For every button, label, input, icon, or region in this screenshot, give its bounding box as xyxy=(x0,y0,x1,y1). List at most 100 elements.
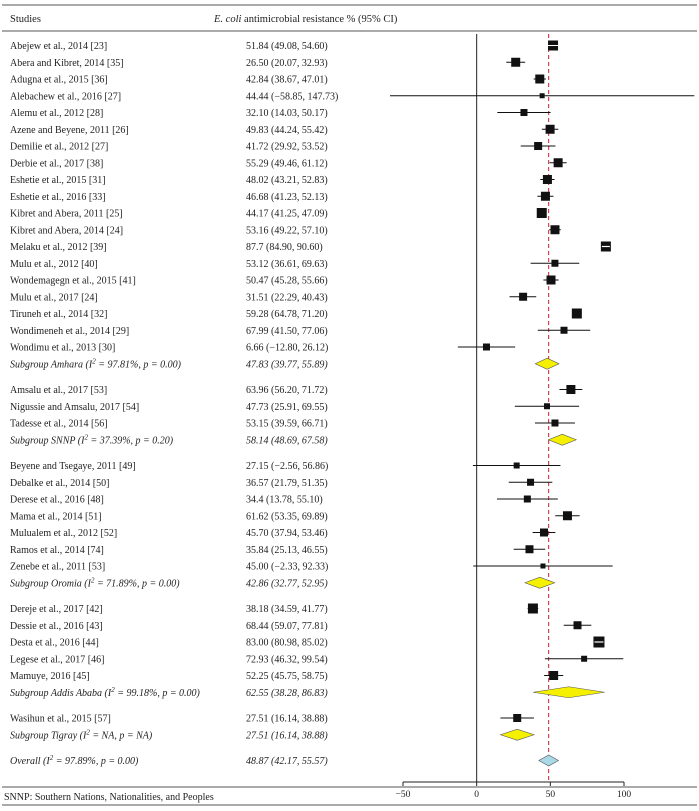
ci-value: 6.66 (−12.80, 26.12) xyxy=(246,343,328,354)
study-label: Mamuye, 2016 [45] xyxy=(10,671,90,682)
study-label: Wondimu et al., 2013 [30] xyxy=(10,343,115,354)
ci-value: 31.51 (22.29, 40.43) xyxy=(246,292,328,303)
study-label: Beyene and Tsegaye, 2011 [49] xyxy=(10,461,136,472)
subgroup-diamond xyxy=(533,686,605,699)
ci-value: 72.93 (46.32, 99.54) xyxy=(246,654,328,665)
study-label: Mama et al., 2014 [51] xyxy=(10,511,102,522)
i2-superscript: 2 xyxy=(86,728,90,736)
study-row: Abera and Kibret, 2014 [35] 26.50 (20.07,… xyxy=(10,57,526,69)
ci-value: 61.62 (53.35, 69.89) xyxy=(246,511,328,522)
ci-value: 52.25 (45.75, 58.75) xyxy=(246,671,328,682)
study-label: Kibret and Abera, 2011 [25] xyxy=(10,209,123,220)
ci-value: 50.47 (45.28, 55.66) xyxy=(246,276,328,287)
point-estimate-square xyxy=(549,671,559,680)
ci-value: 41.72 (29.92, 53.52) xyxy=(246,142,328,153)
study-row: Tiruneh et al., 2014 [32] 59.28 (64.78, 7… xyxy=(10,308,582,320)
point-estimate-square xyxy=(525,545,534,554)
study-row: Alebachew et al., 2016 [27] 44.44 (−58.85… xyxy=(10,91,695,102)
ci-value: 51.84 (49.08, 54.60) xyxy=(246,41,328,52)
label-prefix: Subgroup Amhara ( xyxy=(10,359,90,370)
ci-value: 63.96 (56.20, 71.72) xyxy=(246,385,328,396)
study-label: Debalke et al., 2014 [50] xyxy=(10,478,109,489)
label-suffix: = 97.81%, p = 0.00) xyxy=(96,359,182,370)
study-row: Desta et al., 2016 [44] 83.00 (80.98, 85.… xyxy=(10,636,605,649)
label-prefix: Subgroup Addis Ababa ( xyxy=(10,688,109,699)
study-label: Mulu et al., 2017 [24] xyxy=(10,292,98,303)
effect-header-measure: antimicrobial resistance % (95% CI) xyxy=(241,14,397,25)
i2-symbol: I xyxy=(107,688,112,699)
study-row: Eshetie et al., 2015 [31] 48.02 (43.21, 5… xyxy=(10,175,555,186)
label-suffix: = 37.39%, p = 0.20) xyxy=(88,435,174,446)
study-label: Eshetie et al., 2016 [33] xyxy=(10,192,106,203)
point-estimate-square xyxy=(540,191,550,201)
study-row: Wasihun et al., 2015 [57] 27.51 (16.14, 3… xyxy=(10,714,534,725)
point-estimate-square xyxy=(566,385,576,394)
ci-value: 47.83 (39.77, 55.89) xyxy=(246,359,328,370)
point-estimate-square xyxy=(520,109,528,116)
study-label: Amsalu et al., 2017 [53] xyxy=(10,385,107,396)
study-label: Azene and Beyene, 2011 [26] xyxy=(10,125,129,136)
study-row: Derese et al., 2016 [48] 34.4 (13.78, 55.… xyxy=(10,495,558,506)
i2-superscript: 2 xyxy=(92,357,96,365)
point-estimate-square xyxy=(482,343,490,351)
ci-value: 53.12 (36.61, 69.63) xyxy=(246,259,328,270)
ci-value: 27.15 (−2.56, 56.86) xyxy=(246,461,328,472)
ci-value: 44.17 (41.25, 47.09) xyxy=(246,209,328,220)
overall-diamond xyxy=(538,754,560,767)
ci-value: 49.83 (44.24, 55.42) xyxy=(246,125,328,136)
label-prefix: Subgroup SNNP ( xyxy=(10,435,82,446)
study-row: Legese et al., 2017 [46] 72.93 (46.32, 99… xyxy=(10,654,624,665)
ci-value: 48.87 (42.17, 55.57) xyxy=(246,756,328,767)
study-label: Derese et al., 2016 [48] xyxy=(10,495,104,506)
ci-value: 67.99 (41.50, 77.06) xyxy=(246,326,328,337)
study-row: Wondimu et al., 2013 [30] 6.66 (−12.80, 2… xyxy=(10,343,516,354)
study-row: Derbie et al., 2017 [38] 55.29 (49.46, 61… xyxy=(10,158,567,169)
study-label: Tiruneh et al., 2014 [32] xyxy=(10,309,107,320)
ci-value: 35.84 (25.13, 46.55) xyxy=(246,545,328,556)
effect-header-organism: E. coli xyxy=(213,14,241,25)
ci-value: 55.29 (49.46, 61.12) xyxy=(246,158,328,169)
point-estimate-square xyxy=(511,57,521,67)
study-row: Melaku et al., 2012 [39] 87.7 (84.90, 90.… xyxy=(10,241,611,253)
study-row: Demilie et al., 2012 [27] 41.72 (29.92, 5… xyxy=(10,142,556,153)
subgroup-diamond xyxy=(524,576,556,589)
footnote: SNNP: Southern Nations, Nationalities, a… xyxy=(4,792,214,803)
subgroup-label: Subgroup Tigray (I2 = NA, p = NA) xyxy=(10,728,153,741)
study-row: Alemu et al., 2012 [28] 32.10 (14.03, 50.… xyxy=(10,108,551,119)
i2-symbol: I xyxy=(82,730,87,741)
ci-value: 53.15 (39.59, 66.71) xyxy=(246,419,328,430)
subgroup-row: Subgroup Tigray (I2 = NA, p = NA) 27.51 (… xyxy=(10,728,535,741)
study-label: Dessie et al., 2016 [43] xyxy=(10,621,103,632)
label-suffix: = 97.89%, p = 0.00) xyxy=(53,756,139,767)
study-label: Abejew et al., 2014 [23] xyxy=(10,41,107,52)
subgroup-row: Subgroup Addis Ababa (I2 = 99.18%, p = 0… xyxy=(10,686,605,699)
subgroup-row: Subgroup SNNP (I2 = 37.39%, p = 0.20) 58.… xyxy=(10,433,578,446)
point-estimate-square xyxy=(551,419,559,427)
i2-superscript: 2 xyxy=(91,576,95,584)
label-prefix: Subgroup Oromia ( xyxy=(10,578,88,589)
study-row: Mama et al., 2014 [51] 61.62 (53.35, 69.8… xyxy=(10,511,580,522)
study-row: Abejew et al., 2014 [23] 51.84 (49.08, 54… xyxy=(10,40,559,52)
subgroup-label: Subgroup Oromia (I2 = 71.89%, p = 0.00) xyxy=(10,576,180,589)
point-estimate-square xyxy=(513,462,520,469)
label-suffix: = NA, p = NA) xyxy=(90,730,153,741)
overall-label: Overall (I2 = 97.89%, p = 0.00) xyxy=(10,754,139,767)
study-label: Desta et al., 2016 [44] xyxy=(10,638,99,649)
study-rows: Abejew et al., 2014 [23] 51.84 (49.08, 54… xyxy=(10,40,695,767)
point-estimate-square xyxy=(534,142,543,150)
point-estimate-square xyxy=(546,275,556,285)
subgroup-row: Subgroup Oromia (I2 = 71.89%, p = 0.00) 4… xyxy=(10,576,556,589)
study-label: Mulu et al., 2012 [40] xyxy=(10,259,98,270)
studies-header: Studies xyxy=(10,14,41,25)
point-estimate-square xyxy=(581,655,588,662)
x-axis-tick-label: 0 xyxy=(474,790,479,800)
study-label: Demilie et al., 2012 [27] xyxy=(10,142,108,153)
study-label: Zenebe et al., 2011 [53] xyxy=(10,562,105,573)
study-label: Adugna et al., 2015 [36] xyxy=(10,75,108,86)
ci-value: 53.16 (49.22, 57.10) xyxy=(246,225,328,236)
study-row: Beyene and Tsegaye, 2011 [49] 27.15 (−2.5… xyxy=(10,461,561,472)
subgroup-label: Subgroup Amhara (I2 = 97.81%, p = 0.00) xyxy=(10,357,182,370)
ci-value: 26.50 (20.07, 32.93) xyxy=(246,58,328,69)
ci-value: 45.70 (37.94, 53.46) xyxy=(246,528,328,539)
study-label: Ramos et al., 2014 [74] xyxy=(10,545,104,556)
